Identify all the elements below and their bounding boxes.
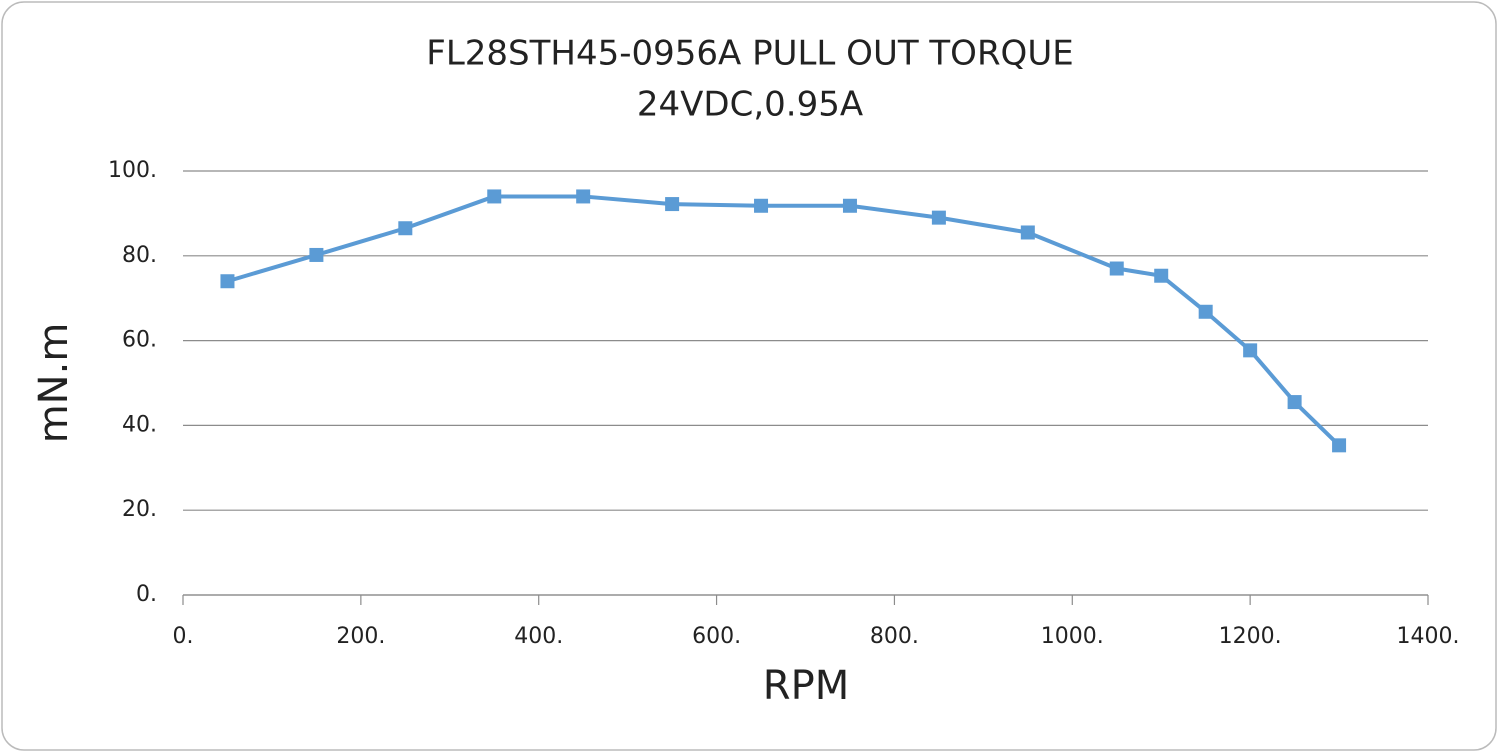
x-tick-label: 400. [514,624,563,649]
y-tick-label: 100. [108,158,157,183]
data-point [1243,343,1258,358]
data-point [309,247,324,262]
x-tick-label: 600. [692,624,741,649]
x-tick-label: 1000. [1041,624,1104,649]
data-point [487,189,502,204]
chart-subtitle: 24VDC,0.95A [637,85,863,125]
data-point [1287,395,1302,410]
y-tick-label: 40. [122,412,157,437]
x-tick-label: 200. [336,624,385,649]
x-axis-label: RPM [763,663,849,709]
y-tick-label: 80. [122,243,157,268]
data-point [1109,261,1124,276]
x-tick-label: 0. [173,624,194,649]
data-point [665,197,680,212]
data-point [931,210,946,225]
data-point [576,189,591,204]
data-point [842,198,857,213]
x-tick-label: 800. [870,624,919,649]
y-tick-label: 60. [122,328,157,353]
chart-title: FL28STH45-0956A PULL OUT TORQUE [426,34,1073,74]
x-tick-label: 1200. [1219,624,1282,649]
data-point [1020,225,1035,240]
data-point [1154,268,1169,283]
x-tick-label: 1400. [1397,624,1460,649]
y-axis-label: mN.m [31,323,77,444]
y-tick-label: 20. [122,497,157,522]
data-point [754,198,769,213]
y-tick-label: 0. [136,582,157,607]
data-point [220,274,235,289]
data-point [1332,438,1347,453]
line-series [226,194,1341,447]
data-point [1198,304,1213,319]
data-point [398,221,413,236]
